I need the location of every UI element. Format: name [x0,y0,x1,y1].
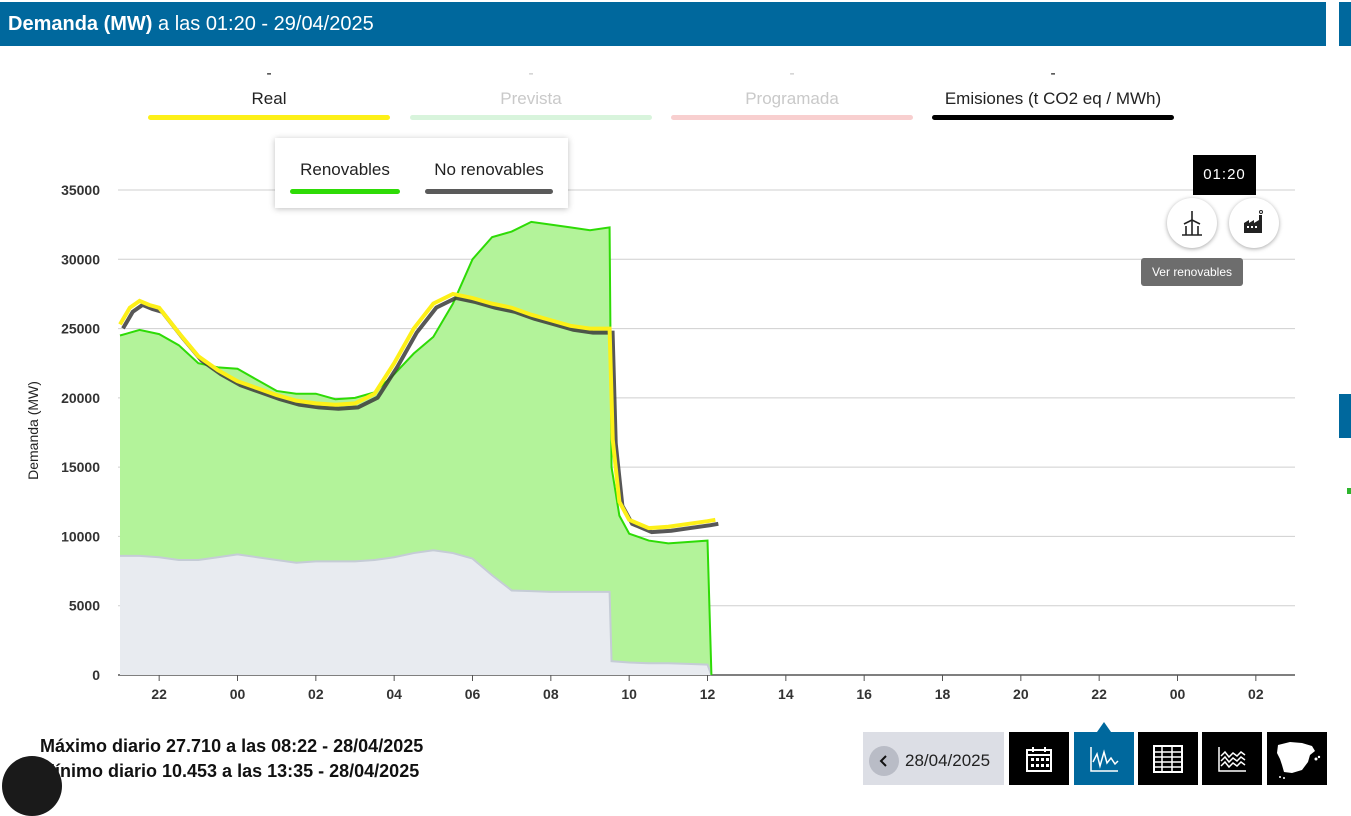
chat-widget-button[interactable] [2,756,62,816]
wind-turbine-icon [1182,211,1202,236]
header-title: Demanda (MW) [8,13,153,35]
popup-no-renovables-underline [425,189,553,194]
side-panel-tab-2[interactable] [1339,394,1351,438]
table-icon [1153,744,1183,773]
y-tick-label: 30000 [61,251,100,267]
current-date: 28/04/2025 [905,751,991,770]
legend-prevista[interactable]: - Prevista [410,62,652,120]
date-navigator: 28/04/2025 [863,732,1004,785]
x-tick-label: 14 [778,686,794,702]
daily-min: Mínimo diario 10.453 a las 13:35 - 28/04… [40,761,420,781]
chart-header: Demanda (MW) a las 01:20 - 29/04/2025 [0,2,1326,46]
popup-no-renovables[interactable]: No renovables [425,160,553,194]
real-demand-line [118,291,716,531]
y-tick-label: 25000 [61,321,100,337]
legend-programada-value: - [789,65,795,82]
generation-type-popup: Renovables No renovables [275,138,568,208]
x-tick-label: 02 [1248,686,1264,702]
legend-real-value: - [266,65,272,82]
legend-prevista-label: Prevista [500,89,562,108]
legend-real[interactable]: - Real [148,62,390,120]
line-chart-icon [1090,746,1119,772]
no-renovables-area [120,550,712,675]
y-tick-label: 20000 [61,390,100,406]
previous-day-button[interactable] [869,746,899,776]
popup-renovables-label: Renovables [300,160,390,179]
legend-emisiones-label: Emisiones (t CO2 eq / MWh) [944,89,1162,108]
legend-real-bar [148,115,390,120]
table-view-button[interactable] [1138,732,1198,785]
popup-renovables[interactable]: Renovables [290,160,400,194]
legend-programada[interactable]: - Programada [671,62,913,120]
y-tick-label: 15000 [61,459,100,475]
line-chart-view-button[interactable] [1074,732,1134,785]
side-panel-tab[interactable] [1339,2,1351,46]
y-axis-label: Demanda (MW) [25,381,41,480]
x-tick-label: 22 [151,686,167,702]
no-renovables-line [120,549,713,676]
active-view-caret [1097,722,1111,732]
renovables-line [119,220,713,676]
factory-icon [1244,210,1263,233]
popup-renovables-underline [290,189,400,194]
x-tick-label: 10 [621,686,637,702]
spain-map-icon [1277,741,1321,779]
legend-prevista-bar [410,115,652,120]
demand-chart: 0 5000 10000 15000 20000 25000 30000 35000 22 00 0… [25,182,1295,702]
area-chart-view-button[interactable] [1202,732,1262,785]
calendar-button[interactable] [1009,732,1069,785]
x-tick-label: 06 [465,686,481,702]
x-tick-label: 16 [856,686,872,702]
x-tick-label: 22 [1091,686,1107,702]
header-subtitle: a las 01:20 - 29/04/2025 [152,13,374,35]
x-tick-label: 18 [935,686,951,702]
x-tick-label: 00 [230,686,246,702]
x-tick-label: 00 [1170,686,1186,702]
ver-renovables-tooltip: Ver renovables [1141,258,1243,286]
daily-stats: Máximo diario 27.710 a las 08:22 - 28/04… [40,734,423,784]
legend-real-label: Real [251,89,287,108]
area-chart-icon [1218,746,1246,772]
x-tick-label: 20 [1013,686,1029,702]
map-view-button[interactable] [1267,732,1327,785]
daily-max: Máximo diario 27.710 a las 08:22 - 28/04… [40,736,424,756]
popup-no-renovables-label: No renovables [434,160,544,179]
legend-emisiones-value: - [1050,65,1056,82]
legend-programada-label: Programada [745,89,839,108]
y-tick-label: 35000 [61,182,100,198]
chevron-left-icon [879,755,887,767]
legend-prevista-value: - [528,65,534,82]
ver-no-renovables-button[interactable] [1229,198,1279,248]
legend-programada-bar [671,115,913,120]
y-tick-label: 5000 [69,598,100,614]
y-tick-label: 0 [92,667,100,683]
calendar-icon [1026,746,1052,772]
ver-renovables-button[interactable] [1167,198,1217,248]
time-badge: 01:20 [1193,155,1256,195]
y-tick-label: 10000 [61,528,100,544]
x-tick-label: 08 [543,686,559,702]
legend-emisiones-bar [932,115,1174,120]
x-tick-label: 12 [700,686,716,702]
x-tick-label: 02 [308,686,324,702]
legend-emisiones[interactable]: - Emisiones (t CO2 eq / MWh) [932,62,1174,120]
x-tick-label: 04 [386,686,402,702]
edge-marker [1347,488,1351,494]
